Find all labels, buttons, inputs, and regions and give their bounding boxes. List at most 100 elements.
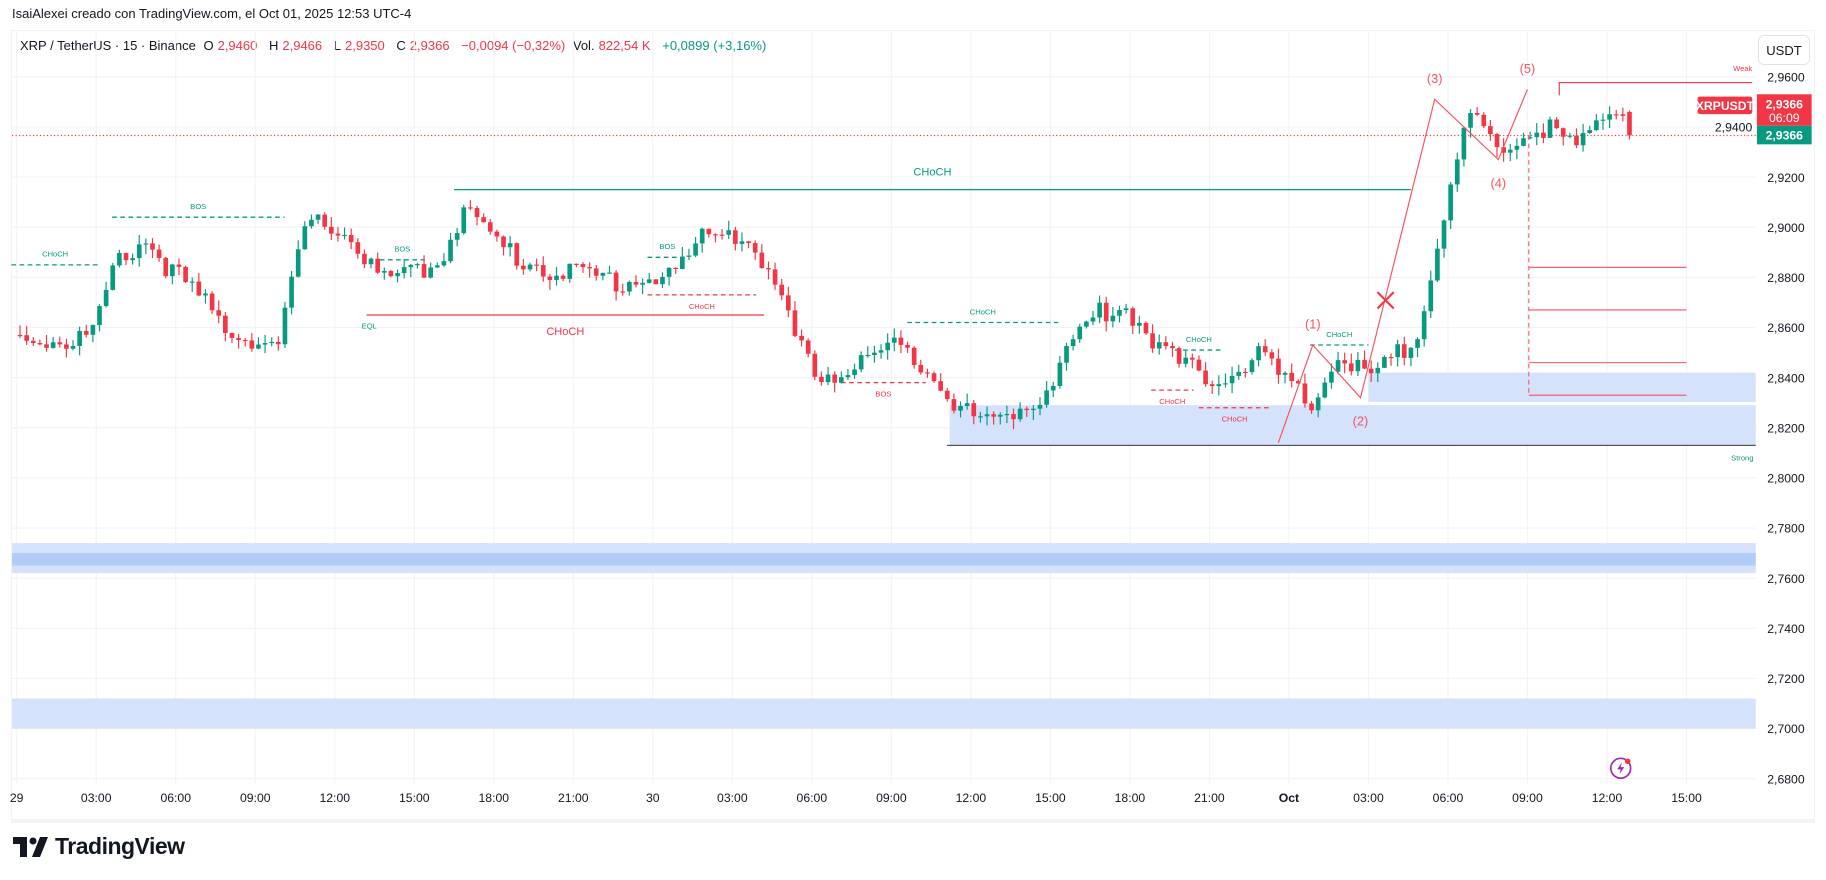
candle <box>44 334 49 352</box>
tradingview-logo[interactable]: TradingView <box>13 833 185 860</box>
price-axis-label: 2,8400 <box>1767 371 1805 385</box>
candle <box>1613 109 1619 120</box>
candle-body <box>1103 302 1109 322</box>
candle-body <box>713 234 718 236</box>
candle <box>1395 339 1400 367</box>
volume-value: 822,54 K <box>598 38 651 53</box>
candle <box>17 325 23 338</box>
candle <box>805 338 811 358</box>
candle <box>1554 117 1559 129</box>
candle <box>580 261 586 273</box>
candle-body <box>587 267 592 269</box>
candle-body <box>276 341 281 345</box>
candle <box>494 229 500 242</box>
currency-button[interactable]: USDT <box>1758 35 1810 65</box>
candle-body <box>1289 372 1295 382</box>
candle-body <box>1587 130 1593 134</box>
time-axis-label: 06:00 <box>797 791 828 805</box>
candle <box>295 240 301 278</box>
candle <box>971 399 977 425</box>
candle-body <box>978 416 983 418</box>
candle-body <box>805 340 811 354</box>
candle <box>70 340 76 351</box>
candle <box>752 240 758 261</box>
candle-body <box>633 281 639 285</box>
candle-body <box>1070 339 1076 347</box>
candle-body <box>170 264 175 277</box>
price-tags: XRPUSDT 2,9366 06:09 2,9366 <box>1696 94 1812 145</box>
candle <box>1534 122 1540 146</box>
time-axis-label: 09:00 <box>876 791 907 805</box>
symbol-name[interactable]: XRP / TetherUS · 15 · Binance <box>20 38 196 53</box>
candle-body <box>1322 382 1328 398</box>
candle-body <box>593 268 599 276</box>
candle <box>150 238 155 259</box>
candle <box>1216 375 1222 396</box>
candle-body <box>1627 111 1632 136</box>
candle-body <box>242 339 248 342</box>
wave-label: (1) <box>1305 317 1321 332</box>
time-axis-label: 09:00 <box>1512 791 1543 805</box>
candle-body <box>1401 344 1407 358</box>
candle <box>1322 377 1328 399</box>
candle <box>1203 362 1208 387</box>
candle <box>474 205 480 226</box>
candle <box>183 265 188 284</box>
candle-body <box>176 264 182 267</box>
price-axis-label: 2,6800 <box>1767 772 1805 786</box>
candle <box>1044 381 1049 408</box>
candle <box>1090 311 1096 326</box>
candle-body <box>289 276 294 308</box>
candle <box>302 221 308 250</box>
candle-body <box>759 252 765 269</box>
candle <box>653 279 659 285</box>
candle <box>309 214 314 229</box>
candle-body <box>1031 408 1036 411</box>
candle <box>1130 306 1136 335</box>
candle <box>1574 128 1579 149</box>
candle <box>1362 350 1367 370</box>
candle-body <box>1474 113 1480 115</box>
wave-label: (4) <box>1490 175 1506 190</box>
candle-body <box>878 350 884 353</box>
candle <box>1521 132 1526 147</box>
time-axis-label: 03:00 <box>717 791 748 805</box>
candle <box>1110 306 1116 328</box>
candle-body <box>673 267 679 270</box>
candle <box>415 262 420 269</box>
candle-body <box>1236 371 1242 376</box>
candle-body <box>136 244 142 259</box>
candle <box>1123 303 1129 314</box>
candle-body <box>891 337 897 343</box>
candle <box>30 337 36 346</box>
candle-body <box>368 258 374 265</box>
candle-body <box>229 332 235 338</box>
candle-body <box>845 375 851 378</box>
candle <box>726 220 732 240</box>
candle-body <box>680 256 685 269</box>
candle-body <box>421 264 427 278</box>
candle-body <box>1209 384 1215 387</box>
candle-body <box>1368 368 1374 374</box>
candle <box>593 264 599 281</box>
candle-body <box>640 282 645 285</box>
candle-body <box>779 284 785 296</box>
candle-body <box>799 335 804 341</box>
candle <box>342 227 347 240</box>
candle <box>1541 123 1546 144</box>
candle <box>216 300 222 324</box>
candle-body <box>1534 132 1540 138</box>
candle-body <box>686 255 692 257</box>
time-axis-label: 21:00 <box>558 791 589 805</box>
candle <box>97 304 102 332</box>
alert-lightning-icon[interactable] <box>1610 757 1632 779</box>
candle-body <box>1461 127 1467 160</box>
candle-body <box>30 340 36 343</box>
candle <box>898 330 904 354</box>
candle-body <box>388 270 394 277</box>
candle <box>1223 373 1228 388</box>
candle-body <box>1454 159 1460 185</box>
candle <box>746 240 751 249</box>
